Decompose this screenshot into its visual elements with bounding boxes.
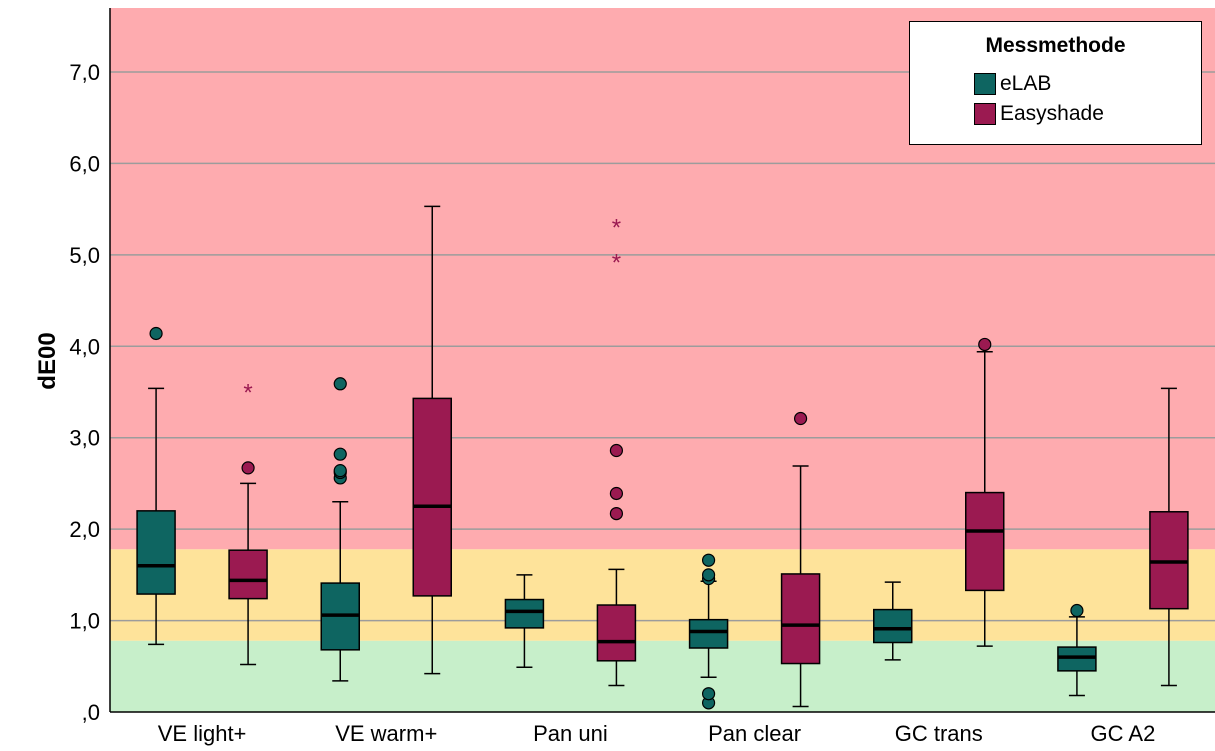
y-tick-label: 3,0 <box>69 426 100 451</box>
outlier-point <box>334 448 346 460</box>
iqr-box <box>597 605 635 661</box>
legend-label-elab: eLAB <box>1000 72 1051 96</box>
outlier-point <box>610 508 622 520</box>
extreme-point: * <box>612 249 621 276</box>
y-tick-label: 4,0 <box>69 334 100 359</box>
iqr-box <box>966 493 1004 591</box>
iqr-box <box>782 574 820 664</box>
outlier-point <box>1071 605 1083 617</box>
legend-swatch-elab <box>974 73 996 95</box>
outlier-point <box>610 445 622 457</box>
x-tick-label: Pan clear <box>708 721 801 746</box>
outlier-point <box>610 487 622 499</box>
iqr-box <box>874 610 912 643</box>
x-tick-label: Pan uni <box>533 721 608 746</box>
y-tick-label: 7,0 <box>69 60 100 85</box>
iqr-box <box>137 511 175 594</box>
y-tick-label: 6,0 <box>69 151 100 176</box>
extreme-point: * <box>243 379 252 406</box>
outlier-point <box>150 327 162 339</box>
y-tick-label: ,0 <box>82 700 100 725</box>
iqr-box <box>1150 512 1188 609</box>
legend-item-easyshade: Easyshade <box>974 101 1104 127</box>
iqr-box <box>690 620 728 648</box>
outlier-point <box>703 569 715 581</box>
outlier-point <box>979 338 991 350</box>
outlier-point <box>334 378 346 390</box>
legend-swatch-easyshade <box>974 103 996 125</box>
legend: Messmethode eLAB Easyshade <box>909 21 1202 145</box>
legend-item-elab: eLAB <box>974 71 1051 97</box>
x-tick-label: GC trans <box>895 721 983 746</box>
iqr-box <box>505 600 543 628</box>
x-tick-label: VE warm+ <box>335 721 437 746</box>
iqr-box <box>413 398 451 595</box>
x-tick-label: VE light+ <box>158 721 247 746</box>
y-tick-label: 1,0 <box>69 609 100 634</box>
outlier-point <box>334 465 346 477</box>
outlier-point <box>242 462 254 474</box>
y-tick-label: 2,0 <box>69 517 100 542</box>
y-axis-label: dE00 <box>34 332 61 389</box>
iqr-box <box>229 550 267 598</box>
outlier-point <box>703 554 715 566</box>
extreme-point: * <box>612 215 621 242</box>
x-tick-label: GC A2 <box>1091 721 1156 746</box>
outlier-point <box>703 688 715 700</box>
outlier-point <box>795 413 807 425</box>
legend-label-easyshade: Easyshade <box>1000 102 1104 126</box>
iqr-box <box>1058 647 1096 671</box>
band-1 <box>110 549 1215 640</box>
y-tick-label: 5,0 <box>69 243 100 268</box>
legend-title: Messmethode <box>910 34 1201 58</box>
band-0 <box>110 641 1215 712</box>
